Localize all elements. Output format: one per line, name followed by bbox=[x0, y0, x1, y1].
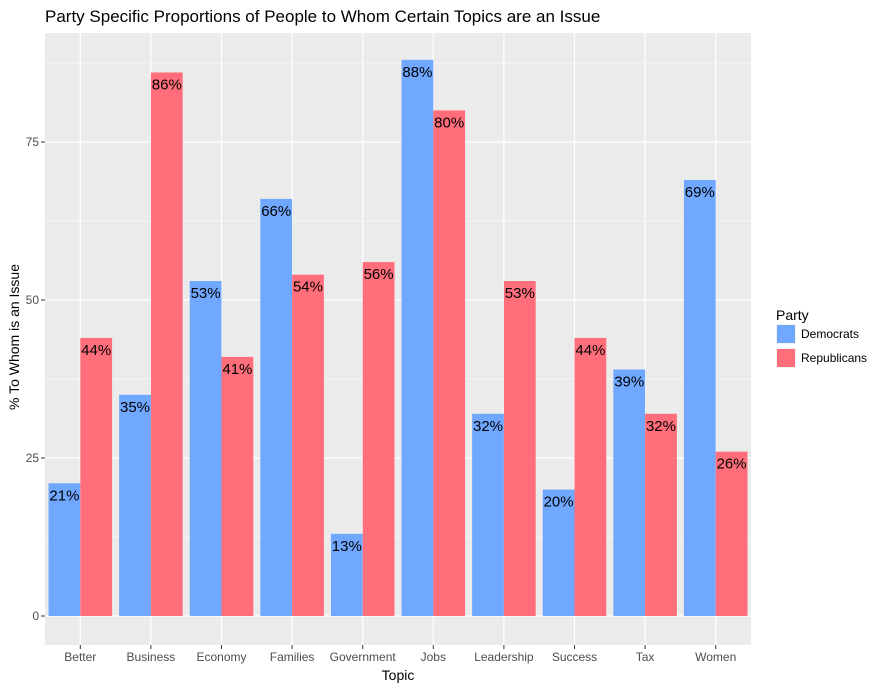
legend: Party Democrats Republicans bbox=[776, 307, 867, 368]
y-axis: 0 25 50 75 bbox=[26, 135, 45, 623]
data-label: 56% bbox=[364, 266, 394, 283]
x-tick-label: Economy bbox=[196, 650, 246, 664]
data-label: 21% bbox=[49, 487, 79, 504]
bar-republicans-business bbox=[150, 72, 183, 617]
data-label: 35% bbox=[120, 399, 150, 416]
bar-democrats-women bbox=[683, 179, 716, 617]
legend-label-democrats: Democrats bbox=[801, 327, 859, 341]
bar-republicans-economy bbox=[221, 356, 254, 616]
bar-republicans-better bbox=[80, 337, 113, 616]
data-label: 32% bbox=[473, 418, 503, 435]
x-axis: Better Business Economy Families Government J… bbox=[64, 645, 736, 664]
legend-label-republicans: Republicans bbox=[801, 351, 867, 365]
x-tick-label: Better bbox=[64, 650, 96, 664]
bar-democrats-business bbox=[119, 394, 151, 616]
data-label: 13% bbox=[332, 538, 362, 555]
bar-republicans-government bbox=[362, 262, 395, 616]
data-label: 53% bbox=[191, 285, 221, 302]
data-label: 44% bbox=[575, 342, 605, 359]
data-label: 20% bbox=[544, 494, 574, 511]
legend-key-democrats bbox=[777, 325, 795, 343]
chart-title: Party Specific Proportions of People to … bbox=[45, 7, 600, 26]
x-tick-label: Families bbox=[270, 650, 315, 664]
legend-title: Party bbox=[776, 307, 809, 323]
data-label: 39% bbox=[614, 374, 644, 391]
data-label: 66% bbox=[261, 203, 291, 220]
bar-republicans-leadership bbox=[503, 281, 536, 616]
bar-democrats-tax bbox=[613, 369, 646, 616]
y-tick-label: 50 bbox=[26, 293, 40, 307]
y-tick-label: 25 bbox=[26, 451, 40, 465]
x-tick-label: Jobs bbox=[421, 650, 446, 664]
bar-democrats-economy bbox=[189, 281, 222, 616]
x-tick-label: Business bbox=[127, 650, 176, 664]
data-label: 26% bbox=[717, 456, 747, 473]
data-label: 41% bbox=[222, 361, 252, 378]
data-label: 88% bbox=[402, 64, 432, 81]
data-label: 54% bbox=[293, 279, 323, 296]
x-tick-label: Women bbox=[695, 650, 736, 664]
x-tick-label: Tax bbox=[636, 650, 655, 664]
bar-republicans-success bbox=[574, 337, 607, 616]
bar-republicans-families bbox=[292, 274, 324, 616]
y-tick-label: 75 bbox=[26, 135, 40, 149]
bar-republicans-women bbox=[715, 451, 748, 616]
y-axis-title: % To Whom is an Issue bbox=[6, 264, 22, 410]
x-axis-title: Topic bbox=[382, 667, 415, 683]
data-label: 80% bbox=[434, 114, 464, 131]
data-label: 86% bbox=[152, 76, 182, 93]
x-tick-label: Government bbox=[330, 650, 397, 664]
bar-democrats-government bbox=[330, 533, 363, 616]
bar-democrats-families bbox=[260, 198, 293, 616]
bar-democrats-success bbox=[542, 489, 575, 616]
x-tick-label: Success bbox=[552, 650, 597, 664]
data-labels: 21% 35% 53% 66% 13% 88% 32% 20% 39% 69% 44% 86% 41% 5… bbox=[49, 64, 746, 555]
x-tick-label: Leadership bbox=[474, 650, 534, 664]
data-label: 53% bbox=[505, 285, 535, 302]
legend-key-republicans bbox=[777, 349, 795, 367]
bar-republicans-tax bbox=[645, 413, 677, 616]
data-label: 44% bbox=[81, 342, 111, 359]
data-label: 32% bbox=[646, 418, 676, 435]
y-tick-label: 0 bbox=[32, 609, 39, 623]
bar-democrats-better bbox=[48, 483, 81, 616]
bar-democrats-leadership bbox=[472, 413, 504, 616]
data-label: 69% bbox=[685, 184, 715, 201]
bar-republicans-jobs bbox=[433, 110, 466, 617]
bars bbox=[48, 59, 748, 617]
bar-democrats-jobs bbox=[401, 59, 434, 616]
